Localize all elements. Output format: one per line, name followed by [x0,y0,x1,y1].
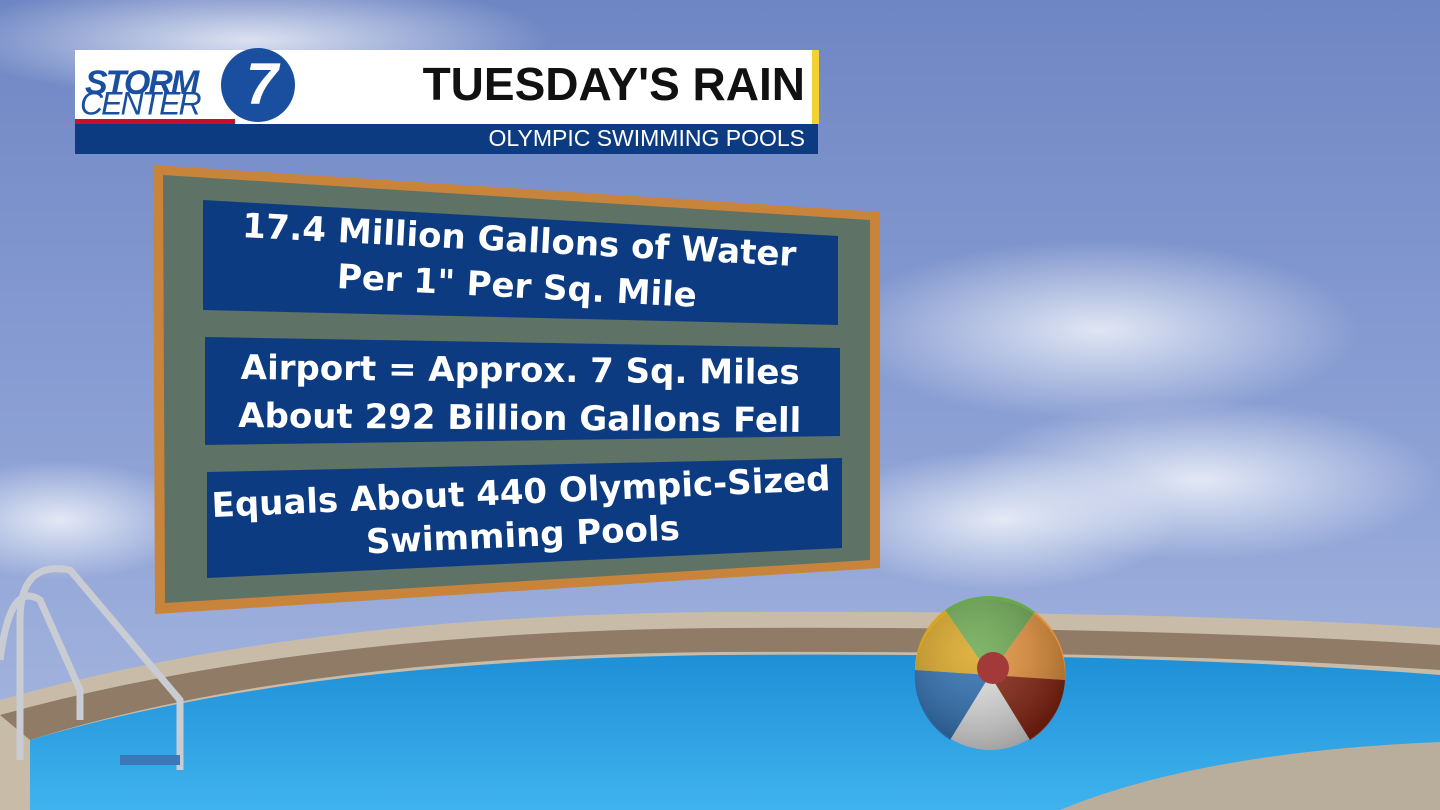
subtitle: OLYMPIC SWIMMING POOLS [489,125,806,151]
panel [205,337,840,445]
chalkboard: 17.4 Million Gallons of Water Per 1" Per… [153,165,880,614]
logo-text: STORM [85,64,200,102]
beach-ball [914,595,1066,750]
pool [0,611,1440,810]
pool-ladder [0,565,184,770]
panel [207,458,842,578]
title: TUESDAY'S RAIN [423,58,805,110]
clouds [0,0,1440,590]
panel-text: About 292 Billion Gallons Fell [238,396,801,441]
panel [203,200,838,325]
panel-text: Airport = Approx. 7 Sq. Miles [241,348,800,393]
header: STORM CENTER 7 TUESDAY'S RAIN OLYMPIC SW… [75,48,819,154]
logo-number: 7 [246,51,281,116]
logo-circle [221,48,295,122]
logo-text: CENTER [80,85,201,121]
